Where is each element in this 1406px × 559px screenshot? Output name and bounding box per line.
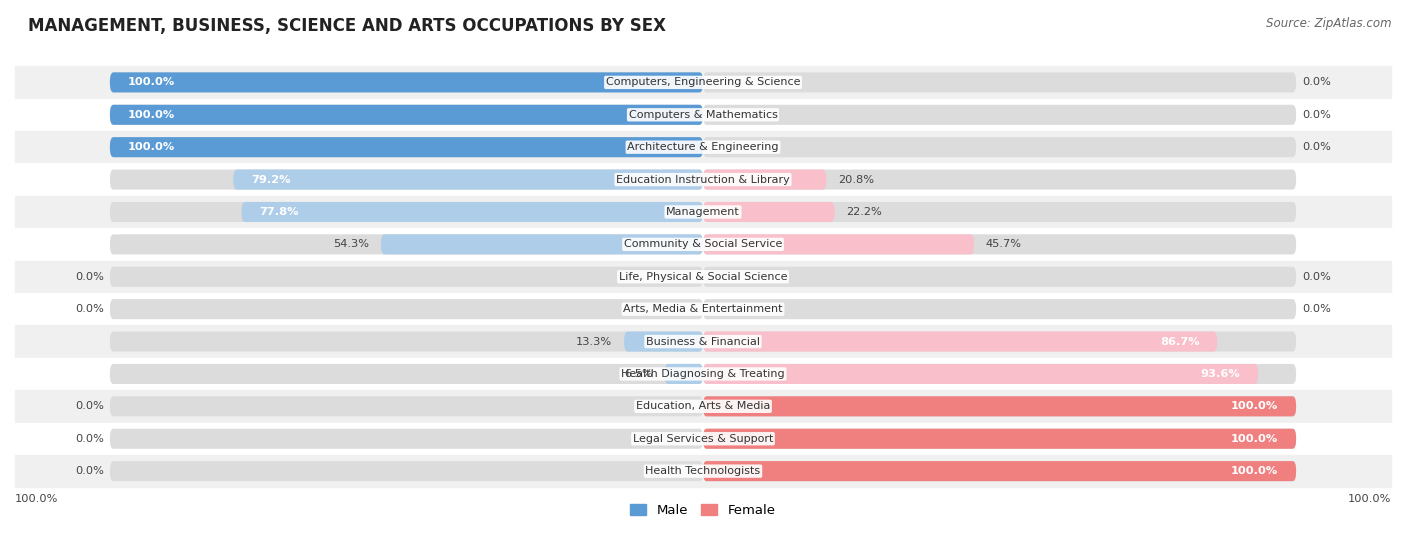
FancyBboxPatch shape [381, 234, 703, 254]
Bar [15, 66, 1391, 98]
Text: 0.0%: 0.0% [1302, 110, 1331, 120]
FancyBboxPatch shape [665, 364, 703, 384]
Text: Education, Arts & Media: Education, Arts & Media [636, 401, 770, 411]
Bar [15, 228, 1391, 260]
FancyBboxPatch shape [703, 299, 1296, 319]
FancyBboxPatch shape [110, 234, 703, 254]
FancyBboxPatch shape [703, 396, 1296, 416]
Bar [15, 390, 1391, 423]
FancyBboxPatch shape [703, 234, 974, 254]
Bar [15, 196, 1391, 228]
Text: MANAGEMENT, BUSINESS, SCIENCE AND ARTS OCCUPATIONS BY SEX: MANAGEMENT, BUSINESS, SCIENCE AND ARTS O… [28, 17, 666, 35]
FancyBboxPatch shape [624, 331, 703, 352]
Text: Health Diagnosing & Treating: Health Diagnosing & Treating [621, 369, 785, 379]
FancyBboxPatch shape [233, 169, 703, 190]
Text: 100.0%: 100.0% [128, 77, 174, 87]
Text: 79.2%: 79.2% [252, 174, 291, 184]
Text: Management: Management [666, 207, 740, 217]
Text: Computers, Engineering & Science: Computers, Engineering & Science [606, 77, 800, 87]
FancyBboxPatch shape [110, 331, 703, 352]
FancyBboxPatch shape [703, 234, 1296, 254]
FancyBboxPatch shape [242, 202, 703, 222]
Bar [15, 358, 1391, 390]
Bar [15, 325, 1391, 358]
FancyBboxPatch shape [703, 461, 1296, 481]
FancyBboxPatch shape [110, 137, 703, 157]
Text: 0.0%: 0.0% [1302, 272, 1331, 282]
Text: Community & Social Service: Community & Social Service [624, 239, 782, 249]
Text: 20.8%: 20.8% [838, 174, 875, 184]
Text: 0.0%: 0.0% [1302, 304, 1331, 314]
FancyBboxPatch shape [703, 364, 1296, 384]
Text: Health Technologists: Health Technologists [645, 466, 761, 476]
Text: 100.0%: 100.0% [15, 495, 59, 504]
Text: Education Instruction & Library: Education Instruction & Library [616, 174, 790, 184]
FancyBboxPatch shape [703, 331, 1296, 352]
Text: 0.0%: 0.0% [1302, 142, 1331, 152]
Text: 100.0%: 100.0% [1232, 401, 1278, 411]
FancyBboxPatch shape [703, 169, 827, 190]
FancyBboxPatch shape [703, 461, 1296, 481]
FancyBboxPatch shape [110, 396, 703, 416]
FancyBboxPatch shape [110, 429, 703, 449]
Bar [15, 131, 1391, 163]
Bar [15, 260, 1391, 293]
Text: Computers & Mathematics: Computers & Mathematics [628, 110, 778, 120]
FancyBboxPatch shape [110, 105, 703, 125]
Text: 100.0%: 100.0% [1232, 466, 1278, 476]
Text: Business & Financial: Business & Financial [645, 337, 761, 347]
Text: 77.8%: 77.8% [259, 207, 299, 217]
Text: 0.0%: 0.0% [1302, 77, 1331, 87]
Text: 100.0%: 100.0% [1347, 495, 1391, 504]
Text: 100.0%: 100.0% [128, 110, 174, 120]
Bar [15, 163, 1391, 196]
Text: 22.2%: 22.2% [846, 207, 883, 217]
FancyBboxPatch shape [703, 137, 1296, 157]
Text: 100.0%: 100.0% [1232, 434, 1278, 444]
Legend: Male, Female: Male, Female [626, 499, 780, 522]
Text: 6.5%: 6.5% [624, 369, 652, 379]
FancyBboxPatch shape [703, 72, 1296, 92]
FancyBboxPatch shape [703, 202, 835, 222]
Text: 86.7%: 86.7% [1160, 337, 1199, 347]
FancyBboxPatch shape [703, 267, 1296, 287]
FancyBboxPatch shape [110, 299, 703, 319]
Text: 0.0%: 0.0% [75, 401, 104, 411]
Bar [15, 98, 1391, 131]
Text: Life, Physical & Social Science: Life, Physical & Social Science [619, 272, 787, 282]
Text: Architecture & Engineering: Architecture & Engineering [627, 142, 779, 152]
Text: 0.0%: 0.0% [75, 466, 104, 476]
FancyBboxPatch shape [110, 137, 703, 157]
Text: 54.3%: 54.3% [333, 239, 370, 249]
Text: 0.0%: 0.0% [75, 272, 104, 282]
Text: 13.3%: 13.3% [576, 337, 612, 347]
FancyBboxPatch shape [110, 461, 703, 481]
FancyBboxPatch shape [703, 429, 1296, 449]
Text: 93.6%: 93.6% [1201, 369, 1240, 379]
FancyBboxPatch shape [110, 364, 703, 384]
FancyBboxPatch shape [703, 396, 1296, 416]
FancyBboxPatch shape [110, 72, 703, 92]
Bar [15, 423, 1391, 455]
FancyBboxPatch shape [703, 331, 1218, 352]
Text: 0.0%: 0.0% [75, 304, 104, 314]
FancyBboxPatch shape [110, 72, 703, 92]
FancyBboxPatch shape [110, 202, 703, 222]
Text: 100.0%: 100.0% [128, 142, 174, 152]
Text: 0.0%: 0.0% [75, 434, 104, 444]
FancyBboxPatch shape [703, 105, 1296, 125]
Text: 45.7%: 45.7% [986, 239, 1022, 249]
FancyBboxPatch shape [110, 105, 703, 125]
Text: Source: ZipAtlas.com: Source: ZipAtlas.com [1267, 17, 1392, 30]
FancyBboxPatch shape [703, 169, 1296, 190]
FancyBboxPatch shape [703, 202, 1296, 222]
FancyBboxPatch shape [110, 169, 703, 190]
Text: Legal Services & Support: Legal Services & Support [633, 434, 773, 444]
FancyBboxPatch shape [110, 267, 703, 287]
FancyBboxPatch shape [703, 429, 1296, 449]
FancyBboxPatch shape [703, 364, 1258, 384]
Text: Arts, Media & Entertainment: Arts, Media & Entertainment [623, 304, 783, 314]
Bar [15, 293, 1391, 325]
Bar [15, 455, 1391, 487]
